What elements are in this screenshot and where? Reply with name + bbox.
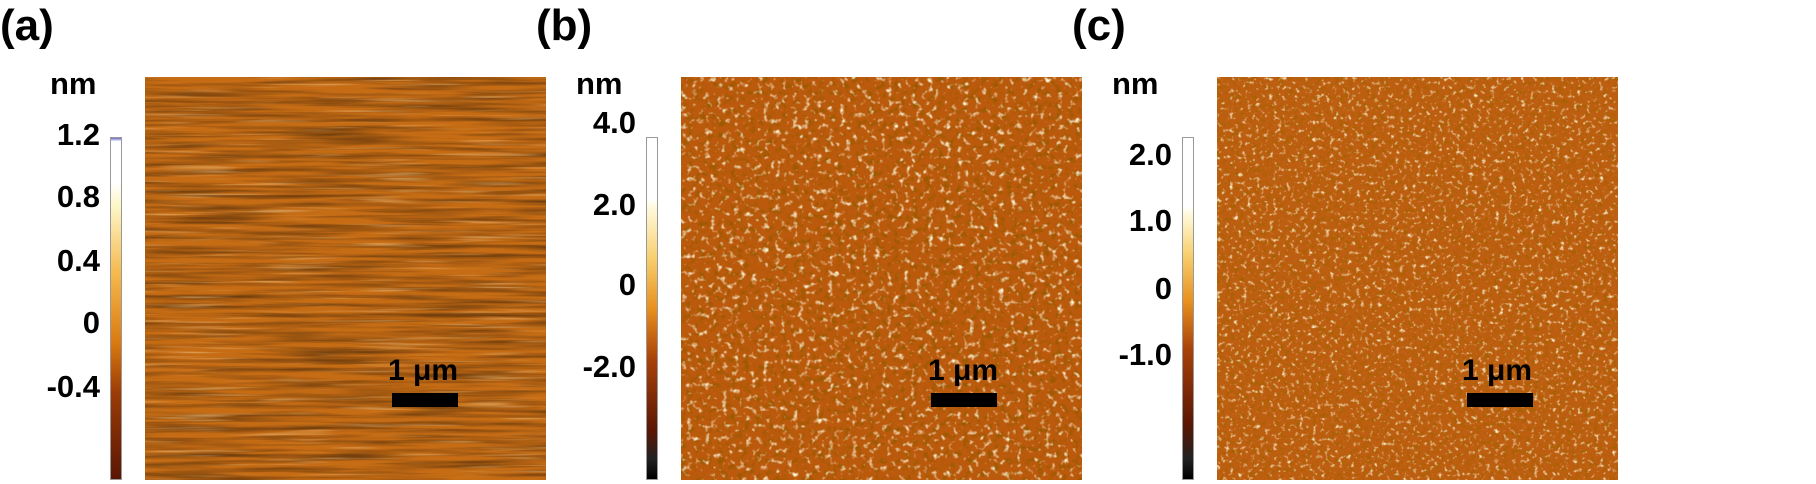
colorbar	[110, 137, 122, 480]
colorbar-tick: 2.0	[592, 187, 636, 222]
colorbar-unit-label: nm	[1112, 66, 1159, 101]
scale-bar	[392, 393, 458, 407]
panel-label: (c)	[1072, 1, 1126, 50]
afm-height-map	[1217, 77, 1618, 480]
colorbar-tick: 0.8	[56, 179, 100, 214]
colorbar-tick: 0	[1154, 271, 1172, 306]
colorbar	[1182, 137, 1194, 480]
panel-label: (b)	[536, 1, 593, 50]
panel-label: (a)	[0, 1, 54, 50]
scale-bar	[1467, 393, 1533, 407]
colorbar-tick: 1.2	[56, 117, 100, 152]
colorbar-tick: 0.4	[56, 243, 100, 278]
scale-bar-label: 1 μm	[928, 354, 999, 387]
scale-bar	[931, 393, 997, 407]
colorbar-unit-label: nm	[50, 66, 97, 101]
colorbar-tick: -1.0	[1118, 337, 1172, 372]
panel-a: (a) nm 1.2 0.8 0.4 0 -0.4 1 μm	[0, 0, 600, 484]
colorbar-tick: 1.0	[1128, 203, 1172, 238]
scale-bar-label: 1 μm	[1462, 354, 1533, 387]
panel-c: (c) nm 2.0 1.0 0 -1.0 1 μm	[1072, 0, 1672, 484]
colorbar-tick: 0	[618, 267, 636, 302]
afm-height-map	[681, 77, 1082, 480]
colorbar-tick: -2.0	[582, 349, 636, 384]
colorbar-tick: 4.0	[592, 105, 636, 140]
colorbar-unit-label: nm	[576, 66, 623, 101]
afm-height-map	[145, 77, 546, 480]
scale-bar-label: 1 μm	[388, 354, 459, 387]
colorbar-tick: -0.4	[46, 369, 100, 404]
colorbar	[646, 137, 658, 480]
colorbar-tick: 0	[82, 305, 100, 340]
panel-b: (b) nm 4.0 2.0 0 -2.0 1 μm	[536, 0, 1136, 484]
colorbar-tick: 2.0	[1128, 137, 1172, 172]
